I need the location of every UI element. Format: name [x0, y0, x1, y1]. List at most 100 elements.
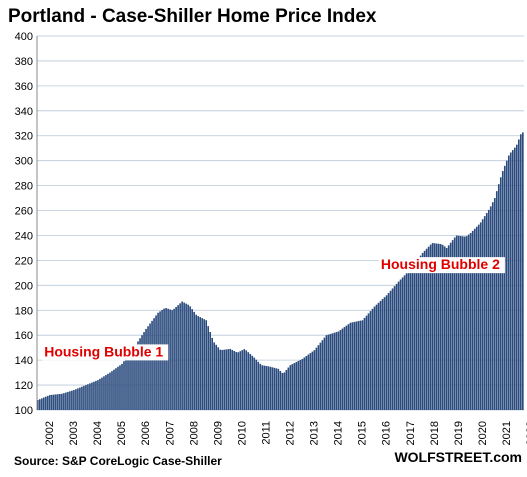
- bar: [423, 250, 426, 410]
- bar: [343, 327, 346, 410]
- bar: [267, 366, 270, 410]
- bar: [129, 353, 131, 410]
- bar: [157, 312, 159, 410]
- bar: [159, 311, 161, 410]
- bar: [81, 386, 83, 410]
- bar: [337, 331, 340, 410]
- bar: [241, 350, 244, 410]
- bar: [363, 317, 366, 410]
- bar: [323, 337, 326, 410]
- bar: [133, 347, 135, 410]
- bar: [477, 224, 480, 410]
- bar: [145, 328, 147, 410]
- bar: [73, 390, 75, 410]
- bar: [437, 243, 440, 410]
- bar: [83, 385, 85, 410]
- bar: [475, 226, 478, 410]
- x-tick-label: 2011: [260, 421, 272, 445]
- y-tick-label: 160: [15, 330, 33, 342]
- bar: [279, 370, 282, 410]
- bar: [211, 337, 214, 410]
- bar: [419, 255, 422, 410]
- bar: [269, 366, 272, 410]
- bar: [507, 155, 510, 410]
- bar: [283, 372, 286, 410]
- y-tick-label: 220: [15, 255, 33, 267]
- bar: [513, 147, 516, 410]
- bar: [173, 308, 175, 410]
- bar: [497, 184, 500, 410]
- bar: [271, 367, 274, 410]
- bar: [483, 216, 486, 410]
- bar: [307, 354, 310, 410]
- bar: [281, 373, 284, 410]
- bar: [295, 362, 298, 410]
- bar: [273, 367, 276, 410]
- bar: [251, 355, 254, 410]
- x-tick-label: 2013: [309, 421, 321, 445]
- bar: [219, 349, 222, 410]
- bar: [185, 303, 187, 410]
- bar: [471, 230, 474, 410]
- y-tick-label: 200: [15, 280, 33, 292]
- bar: [187, 304, 189, 410]
- bar: [257, 361, 260, 410]
- bar: [233, 350, 236, 410]
- bar: [177, 305, 179, 410]
- bar: [107, 373, 109, 410]
- bar: [97, 380, 99, 410]
- bar: [393, 286, 396, 410]
- bar: [153, 318, 155, 410]
- x-tick-label: 2006: [140, 421, 152, 445]
- bar: [339, 330, 342, 410]
- y-tick-label: 400: [15, 31, 33, 43]
- bar: [249, 354, 252, 410]
- bar: [465, 236, 468, 410]
- bar: [147, 326, 149, 410]
- y-tick-label: 300: [15, 156, 33, 168]
- bar: [121, 363, 123, 410]
- bar: [199, 317, 201, 410]
- bar: [141, 335, 143, 410]
- bar: [143, 332, 145, 410]
- gridlines: [37, 35, 524, 411]
- bar: [123, 361, 125, 410]
- bar: [247, 352, 250, 410]
- bar: [309, 353, 312, 410]
- bar: [379, 300, 382, 410]
- x-tick-label: 2019: [453, 421, 465, 445]
- bar: [395, 283, 398, 410]
- bar: [221, 349, 224, 410]
- bar: [413, 263, 416, 410]
- x-tick-label: 2009: [212, 421, 224, 445]
- bar: [275, 368, 278, 410]
- bar: [41, 398, 43, 410]
- bar: [455, 235, 458, 410]
- bar: [399, 279, 402, 410]
- bar: [401, 277, 404, 410]
- bar: [347, 324, 350, 410]
- y-tick-label: 340: [15, 106, 33, 118]
- bar: [313, 350, 316, 410]
- bar: [353, 321, 356, 410]
- bar: [493, 198, 496, 410]
- brand-label: WOLFSTREET.com: [394, 449, 522, 465]
- bar: [457, 235, 460, 410]
- bar: [367, 313, 370, 410]
- bar: [301, 358, 304, 410]
- bar: [75, 389, 77, 410]
- x-tick-label: 2022: [525, 421, 527, 445]
- bar: [231, 349, 234, 410]
- bar: [253, 357, 256, 410]
- annotation-label: Housing Bubble 1: [44, 343, 163, 359]
- bar: [391, 288, 394, 410]
- bar: [439, 244, 442, 410]
- bar: [265, 365, 268, 410]
- bar: [449, 242, 452, 410]
- bar: [481, 219, 484, 410]
- annotation-label: Housing Bubble 2: [381, 256, 500, 272]
- bar: [522, 132, 524, 410]
- bar: [207, 326, 209, 410]
- bar: [287, 367, 290, 410]
